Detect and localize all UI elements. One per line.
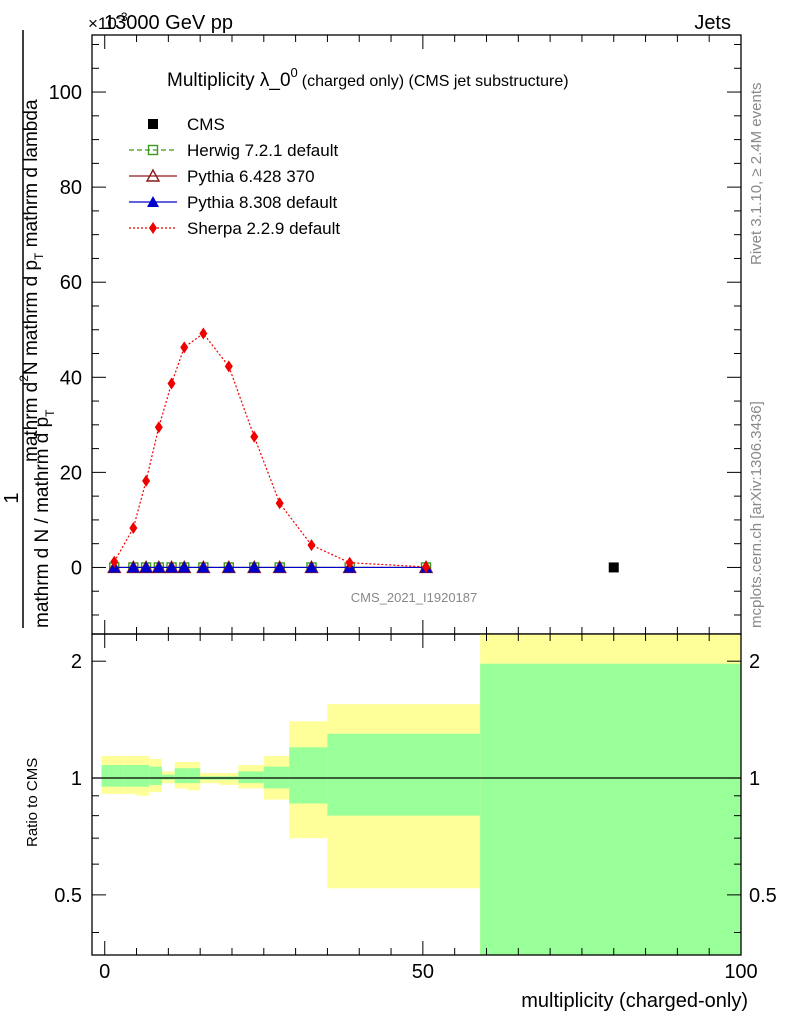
ratio-band-inner [101, 765, 124, 787]
point-sherpa [250, 430, 259, 443]
legend-label-data: CMS [187, 115, 225, 134]
point-data [608, 562, 619, 573]
mcplots-label: mcplots.cern.ch [arXiv:1306.3436] [748, 401, 765, 628]
series-data [608, 562, 619, 573]
energy-label: 13000 GeV pp [104, 12, 233, 34]
legend-marker-herwig [147, 144, 159, 156]
ratio-frame [91, 633, 742, 956]
legend-marker-sherpa [149, 222, 157, 234]
ratio-y-tick-label-right: 2 [749, 651, 760, 673]
point-pythia8 [248, 561, 261, 573]
x-tick-label: 100 [724, 961, 757, 983]
legend-entry-pythia6: Pythia 6.428 370 [129, 167, 315, 186]
series-pythia8 [108, 561, 433, 573]
x-tick-label: 0 [99, 961, 110, 983]
legend-entry-sherpa: Sherpa 2.2.9 default [129, 219, 340, 238]
point-pythia8 [140, 561, 153, 573]
legend-label-pythia8: Pythia 8.308 default [187, 193, 338, 212]
ratio-y-tick-label: 2 [71, 651, 82, 673]
point-sherpa [142, 474, 151, 487]
point-sherpa [129, 521, 138, 534]
ratio-y-tick-label: 0.5 [54, 885, 82, 907]
legend-label-pythia6: Pythia 6.428 370 [187, 167, 315, 186]
point-pythia8 [127, 561, 140, 573]
point-sherpa [275, 497, 284, 510]
series-line-sherpa [113, 332, 427, 568]
y-tick-label: 0 [71, 557, 82, 579]
ratio-panel: 0 50 100 0.5 0.5 1 1 2 2 [54, 633, 777, 983]
y-axis-label: 1 mathrm d2N mathrm d pT mathrm d lambda… [1, 30, 57, 628]
point-sherpa [224, 360, 233, 373]
point-pythia8 [152, 561, 165, 573]
multiplier-label: ×10-3 [88, 10, 128, 33]
rivet-version-label: Rivet 3.1.10, ≥ 2.4M events [748, 83, 765, 266]
ratio-band-inner [238, 771, 264, 784]
ratio-band-inner [174, 768, 188, 784]
y-axis-label-denominator: mathrm d N / mathrm d pT [32, 409, 57, 628]
series-sherpa [110, 327, 431, 573]
y-axis-label-prefactor: 1 [1, 492, 23, 503]
legend-label-herwig: Herwig 7.2.1 default [187, 141, 338, 160]
x-axis-label: multiplicity (charged-only) [521, 990, 748, 1012]
x-tick-label: 50 [412, 961, 434, 983]
point-pythia8 [197, 561, 210, 573]
analysis-watermark: CMS_2021_I1920187 [351, 590, 478, 605]
point-pythia8 [222, 561, 235, 573]
legend-label-sherpa: Sherpa 2.2.9 default [187, 219, 340, 238]
legend-marker-data [148, 119, 158, 129]
ratio-band-inner [161, 774, 175, 780]
point-pythia8 [165, 561, 178, 573]
ratio-y-tick-label: 1 [71, 768, 82, 790]
ratio-band-inner [149, 766, 162, 785]
ratio-band-inner [480, 663, 741, 955]
ratio-y-tick-label-right: 1 [749, 768, 760, 790]
y-tick-label: 20 [60, 462, 82, 484]
main-panel: 0 20 40 60 80 100 [49, 34, 742, 635]
legend: CMS Herwig 7.2.1 default Pythia 6.428 370 P… [129, 115, 340, 238]
legend-entry-pythia8: Pythia 8.308 default [129, 193, 338, 212]
ratio-band-inner [327, 733, 481, 816]
ratio-band-inner [123, 765, 137, 787]
legend-entry-data: CMS [148, 115, 225, 134]
ratio-band-inner [187, 768, 201, 784]
point-sherpa [110, 555, 119, 568]
y-tick-label: 80 [60, 177, 82, 199]
point-sherpa [345, 556, 354, 569]
chart-title: Multiplicity λ_00(charged only) (CMS jet… [167, 65, 569, 91]
point-pythia8 [273, 561, 286, 573]
legend-entry-herwig: Herwig 7.2.1 default [129, 141, 338, 160]
y-tick-label: 40 [60, 367, 82, 389]
point-sherpa [422, 560, 431, 573]
point-sherpa [167, 377, 176, 390]
point-sherpa [154, 421, 163, 434]
ratio-axis-label: Ratio to CMS [24, 758, 41, 847]
legend-marker-pythia6 [145, 168, 161, 182]
point-sherpa [180, 341, 189, 354]
y-tick-label: 60 [60, 272, 82, 294]
point-pythia8 [178, 561, 191, 573]
legend-marker-pythia8 [147, 196, 159, 207]
y-tick-label: 100 [49, 82, 82, 104]
point-pythia8 [305, 561, 318, 573]
ratio-y-tick-label-right: 0.5 [749, 885, 777, 907]
ratio-band-inner [289, 747, 328, 804]
y-axis-label-numerator: mathrm d2N mathrm d pT mathrm d lambda [17, 99, 46, 462]
ratio-band-inner [136, 765, 150, 787]
process-label: Jets [694, 12, 731, 34]
point-sherpa [199, 327, 208, 340]
point-sherpa [307, 539, 316, 552]
